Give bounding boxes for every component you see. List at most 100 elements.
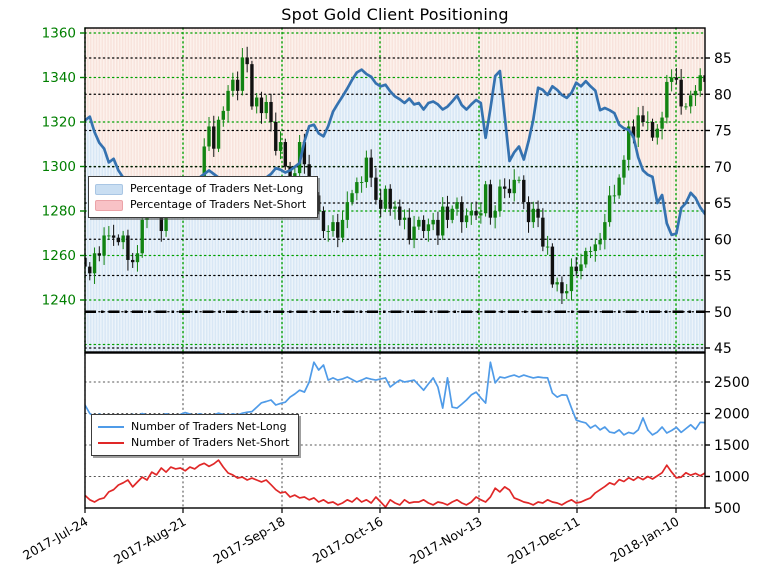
count-tick-label: 500 xyxy=(714,501,741,517)
pct-tick-label: 45 xyxy=(714,341,732,357)
candle-up xyxy=(555,282,558,284)
candle-down xyxy=(675,78,678,80)
candle-up xyxy=(646,122,649,123)
candle-up xyxy=(350,193,353,202)
candle-up xyxy=(360,182,363,183)
candle-down xyxy=(651,122,654,138)
pct-tick-label: 80 xyxy=(714,87,732,103)
candle-up xyxy=(222,111,225,120)
pct-tick-label: 65 xyxy=(714,196,732,212)
candle-up xyxy=(384,189,387,209)
candle-up xyxy=(355,182,358,193)
candle-up xyxy=(393,207,396,209)
pct-net-long-swatch xyxy=(95,184,123,195)
count-tick-label: 1500 xyxy=(714,438,750,454)
candle-down xyxy=(422,220,425,231)
candle-down xyxy=(260,98,263,114)
candle-up xyxy=(589,251,592,252)
candle-down xyxy=(322,211,325,231)
candle-up xyxy=(102,235,105,255)
candle-up xyxy=(226,91,229,111)
candle-up xyxy=(141,220,144,253)
candle-down xyxy=(541,218,544,247)
sentiment-legend: Percentage of Traders Net-Long Percentag… xyxy=(88,176,318,218)
candle-up xyxy=(584,251,587,264)
legend-item-pct-net-short: Percentage of Traders Net-Short xyxy=(95,197,309,213)
candle-up xyxy=(455,202,458,209)
candle-up xyxy=(699,75,702,91)
candle-up xyxy=(107,235,110,236)
date-tick-label: 2017-Jul-24 xyxy=(20,514,90,563)
date-axis-labels: 2017-Jul-242017-Aug-212017-Sep-182017-Oc… xyxy=(20,508,681,567)
price-tick-label: 1320 xyxy=(42,115,76,131)
price-tick-label: 1300 xyxy=(42,159,76,175)
price-tick-label: 1260 xyxy=(42,248,76,264)
candle-down xyxy=(460,202,463,222)
pct-tick-label: 70 xyxy=(714,160,732,176)
candle-up xyxy=(470,211,473,215)
candle-up xyxy=(684,106,687,107)
candle-down xyxy=(398,207,401,220)
candle-down xyxy=(336,222,339,238)
candle-up xyxy=(613,195,616,196)
candle-down xyxy=(88,267,91,274)
legend-label-pct-net-long: Percentage of Traders Net-Long xyxy=(130,181,303,197)
date-tick-label: 2018-Jan-10 xyxy=(608,514,682,565)
price-tick-label: 1240 xyxy=(42,293,76,309)
candle-up xyxy=(417,220,420,227)
candle-up xyxy=(217,120,220,149)
candle-up xyxy=(255,98,258,107)
candle-down xyxy=(112,235,115,237)
candle-down xyxy=(236,80,239,91)
candle-down xyxy=(369,158,372,178)
legend-label-count-net-long: Number of Traders Net-Long xyxy=(131,419,287,435)
legend-item-count-net-long: Number of Traders Net-Long xyxy=(98,419,290,435)
candle-up xyxy=(341,220,344,238)
candle-down xyxy=(474,211,477,215)
candle-up xyxy=(498,187,501,211)
legend-item-count-net-short: Number of Traders Net-Short xyxy=(98,435,290,451)
candle-down xyxy=(389,189,392,209)
candle-up xyxy=(565,291,568,293)
chart-canvas: 1360134013201300128012601240858075706560… xyxy=(0,0,768,584)
candle-up xyxy=(241,57,244,90)
candle-down xyxy=(446,207,449,220)
chart-title: Spot Gold Client Positioning xyxy=(85,5,705,24)
candle-down xyxy=(126,235,129,259)
candle-up xyxy=(479,213,482,215)
candle-down xyxy=(489,184,492,217)
pct-tick-label: 50 xyxy=(714,305,732,321)
pct-axis-labels: 858075706560555045 xyxy=(705,51,732,357)
candle-up xyxy=(427,224,430,231)
candle-up xyxy=(513,180,516,193)
candle-down xyxy=(551,247,554,285)
candle-down xyxy=(560,282,563,293)
count-tick-label: 1000 xyxy=(714,470,750,486)
count-net-long-swatch xyxy=(98,426,124,428)
candle-up xyxy=(331,222,334,231)
candle-up xyxy=(136,253,139,262)
candle-up xyxy=(441,207,444,236)
legend-label-count-net-short: Number of Traders Net-Short xyxy=(131,435,289,451)
candle-down xyxy=(245,57,248,64)
candle-up xyxy=(689,95,692,106)
price-axis-labels: 1360134013201300128012601240 xyxy=(42,26,85,309)
price-tick-label: 1360 xyxy=(42,26,76,42)
candle-down xyxy=(575,267,578,271)
candle-up xyxy=(279,142,282,151)
candle-up xyxy=(598,240,601,244)
candle-down xyxy=(212,126,215,148)
client-positioning-figure: 1360134013201300128012601240858075706560… xyxy=(0,0,768,584)
candle-down xyxy=(522,180,525,202)
candle-down xyxy=(436,220,439,236)
candle-up xyxy=(670,78,673,82)
pct-tick-label: 60 xyxy=(714,232,732,248)
candle-up xyxy=(231,80,234,91)
candle-up xyxy=(327,231,330,232)
candle-down xyxy=(379,200,382,209)
candle-up xyxy=(665,82,668,118)
date-tick-label: 2017-Nov-13 xyxy=(407,514,484,567)
candle-down xyxy=(408,218,411,240)
candle-up xyxy=(93,253,96,273)
pct-tick-label: 55 xyxy=(714,269,732,285)
